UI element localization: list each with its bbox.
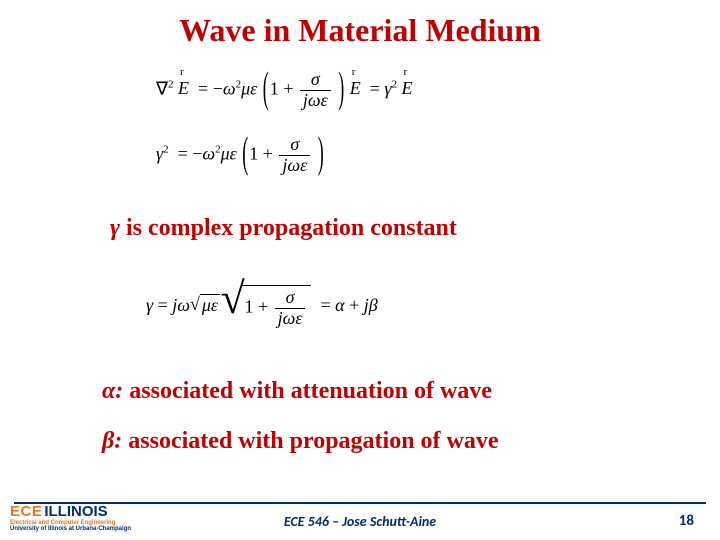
symbol-beta: β: (102, 428, 122, 454)
equation-3: γ = jω√με √ 1 + σjωε = α + jβ (146, 285, 378, 329)
slide-title: Wave in Material Medium (0, 12, 720, 49)
statement-gamma: γ is complex propagation constant (110, 215, 457, 242)
logo-illinois: ILLINOIS (44, 504, 107, 519)
logo: ECEILLINOIS Electrical and Computer Engi… (10, 504, 131, 532)
statement-beta-text: associated with propagation of wave (122, 428, 498, 454)
statement-alpha: α: associated with attenuation of wave (102, 378, 492, 405)
symbol-gamma: γ (110, 215, 120, 241)
logo-ece: ECE (10, 504, 42, 519)
equation-1: ∇2 E = −ω2με (1 + σjωε ) E = γ2 E (156, 70, 412, 111)
equation-2: γ2 = −ω2με (1 + σjωε ) (156, 135, 325, 176)
statement-beta: β: associated with propagation of wave (102, 428, 499, 455)
logo-sub2: University of Illinois at Urbana-Champai… (10, 526, 131, 532)
statement-gamma-text: is complex propagation constant (120, 215, 457, 241)
statement-alpha-text: associated with attenuation of wave (123, 378, 492, 404)
page-number: 18 (679, 512, 694, 530)
symbol-alpha: α: (102, 378, 123, 404)
